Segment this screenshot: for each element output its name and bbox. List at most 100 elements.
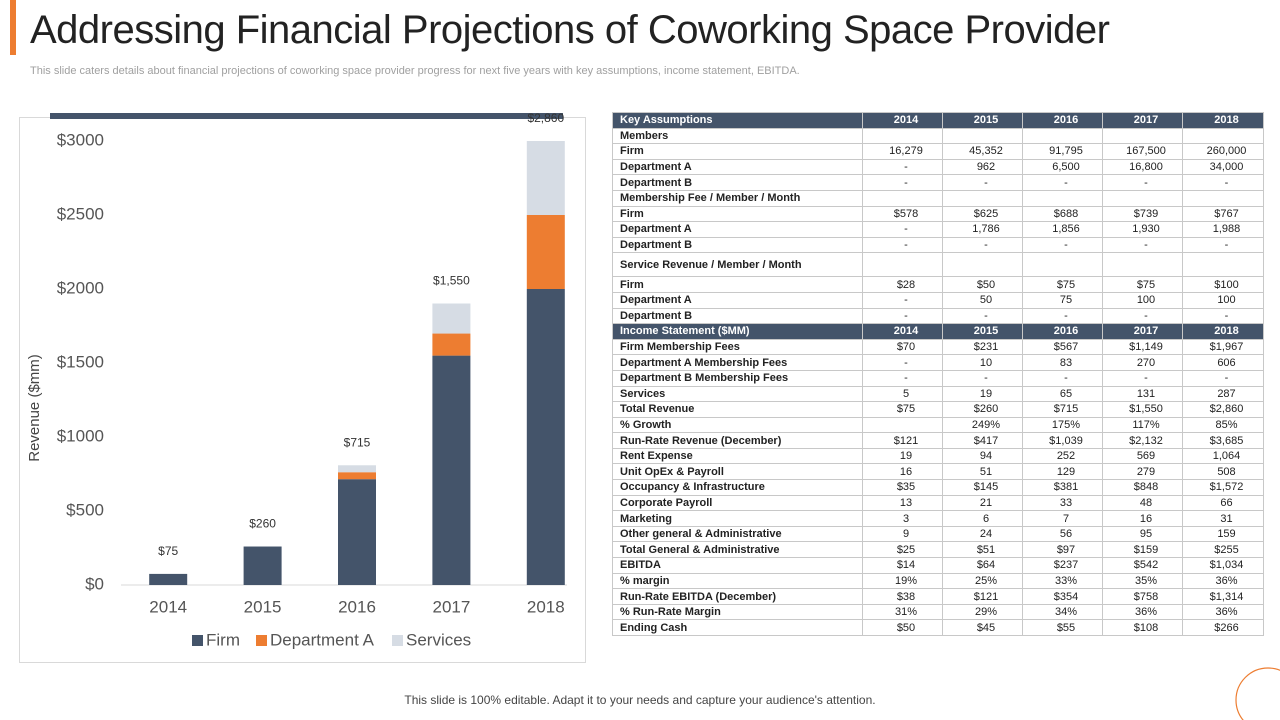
table-row: Marketing 3 6 7 16 31 (612, 510, 1264, 527)
cell: 100 (1102, 291, 1183, 309)
row-label: Firm (612, 205, 863, 223)
decor-circle (1235, 667, 1280, 720)
row-label: Rent Expense (612, 447, 863, 465)
bar-segment (149, 573, 188, 585)
cell: $38 (862, 588, 943, 605)
cell: $159 (1102, 541, 1183, 559)
bar-segment (338, 472, 376, 480)
cell: 2014 (862, 323, 943, 340)
table-row: Total Revenue $75 $260 $715 $1,550 $2,860 (612, 401, 1264, 418)
legend-label: Firm (206, 630, 240, 649)
cell: $45 (942, 619, 1023, 636)
cell: 36% (1182, 603, 1264, 621)
x-tick-label: 2018 (527, 597, 565, 616)
cell: 91,795 (1022, 143, 1103, 160)
row-label: Corporate Payroll (612, 494, 863, 512)
cell: $1,967 (1182, 338, 1264, 356)
x-tick-label: 2014 (149, 597, 187, 616)
row-label: Department B (612, 236, 863, 254)
cell: 606 (1182, 354, 1264, 371)
cell: $75 (1022, 276, 1103, 293)
cell: $1,149 (1102, 338, 1183, 356)
cell: $848 (1102, 479, 1183, 496)
cell: 25% (942, 572, 1023, 590)
cell: - (862, 174, 943, 191)
row-label: Firm (612, 143, 863, 160)
table-row: Firm 16,279 45,352 91,795 167,500 260,000 (612, 143, 1264, 160)
x-tick-label: 2017 (432, 597, 470, 616)
cell: 16 (862, 463, 943, 481)
cell: 36% (1182, 572, 1264, 590)
cell: $231 (942, 338, 1023, 356)
cell: - (942, 307, 1023, 325)
y-tick-label: $2500 (57, 204, 104, 223)
table-row: % Growth 249% 175% 117% 85% (612, 416, 1264, 434)
cell: $14 (862, 557, 943, 574)
bar-segment (526, 215, 565, 289)
cell: 19 (862, 447, 943, 465)
cell: $1,039 (1022, 432, 1103, 449)
row-label: Run-Rate EBITDA (December) (612, 588, 863, 605)
table-row: Firm $28 $50 $75 $75 $100 (612, 276, 1264, 293)
table-row: Department B----- (612, 174, 1264, 191)
cell: 75 (1022, 291, 1103, 309)
cell: 1,064 (1182, 447, 1264, 465)
total-label: $2,860 (527, 111, 564, 125)
row-label: Firm Membership Fees (612, 338, 863, 356)
table-row: Rent Expense 19 94 252 569 1,064 (612, 447, 1264, 465)
table-row: Other general & Administrative 9 24 56 95 159 (612, 525, 1264, 543)
cell: 131 (1102, 385, 1183, 403)
cell: 3 (862, 510, 943, 527)
cell: 117% (1102, 416, 1183, 434)
cell (1102, 252, 1183, 278)
bar-segment (526, 289, 565, 585)
cell: 83 (1022, 354, 1103, 371)
row-label: Department A Membership Fees (612, 354, 863, 371)
cell (1102, 189, 1183, 207)
table-row: Run-Rate Revenue (December) $121 $417 $1,03… (612, 432, 1264, 449)
cell: 31 (1182, 510, 1264, 527)
y-tick-label: $0 (85, 574, 104, 593)
table-row: Service Revenue / Member / Month (612, 252, 1264, 278)
cell: $70 (862, 338, 943, 356)
row-label: Ending Cash (612, 619, 863, 636)
cell: 1,786 (942, 221, 1023, 238)
cell: $1,550 (1102, 401, 1183, 418)
cell (862, 416, 943, 434)
row-label: Key Assumptions (612, 112, 863, 129)
cell: 5 (862, 385, 943, 403)
x-tick-label: 2015 (244, 597, 282, 616)
cell: $75 (1102, 276, 1183, 293)
cell: 85% (1182, 416, 1264, 434)
cell: 270 (1102, 354, 1183, 371)
table-row: % Run-Rate Margin 31% 29% 34% 36% 36% (612, 603, 1264, 621)
cell: 48 (1102, 494, 1183, 512)
cell: - (1022, 174, 1103, 191)
slide-title: Addressing Financial Projections of Cowo… (30, 8, 1110, 52)
cell: $266 (1182, 619, 1264, 636)
legend-swatch (392, 635, 403, 646)
cell: $108 (1102, 619, 1183, 636)
cell: 21 (942, 494, 1023, 512)
cell: 10 (942, 354, 1023, 371)
row-label: Service Revenue / Member / Month (612, 252, 863, 278)
cell (1182, 189, 1264, 207)
bar-segment (432, 333, 471, 356)
cell: $97 (1022, 541, 1103, 559)
cell: 252 (1022, 447, 1103, 465)
cell: - (1102, 369, 1183, 387)
cell: 100 (1182, 291, 1264, 309)
cell: $542 (1102, 557, 1183, 574)
table-row: Occupancy & Infrastructure $35 $145 $381 $84… (612, 479, 1264, 496)
cell: $688 (1022, 205, 1103, 223)
chart-frame (19, 117, 586, 663)
legend-swatch (256, 635, 267, 646)
row-label: Department B (612, 307, 863, 325)
cell: 36% (1102, 603, 1183, 621)
row-label: Firm (612, 276, 863, 293)
header-row: Income Statement ($MM) 2014 2015 2016 2017 20… (612, 323, 1264, 340)
cell: $625 (942, 205, 1023, 223)
cell: $28 (862, 276, 943, 293)
cell: $35 (862, 479, 943, 496)
cell: 34% (1022, 603, 1103, 621)
